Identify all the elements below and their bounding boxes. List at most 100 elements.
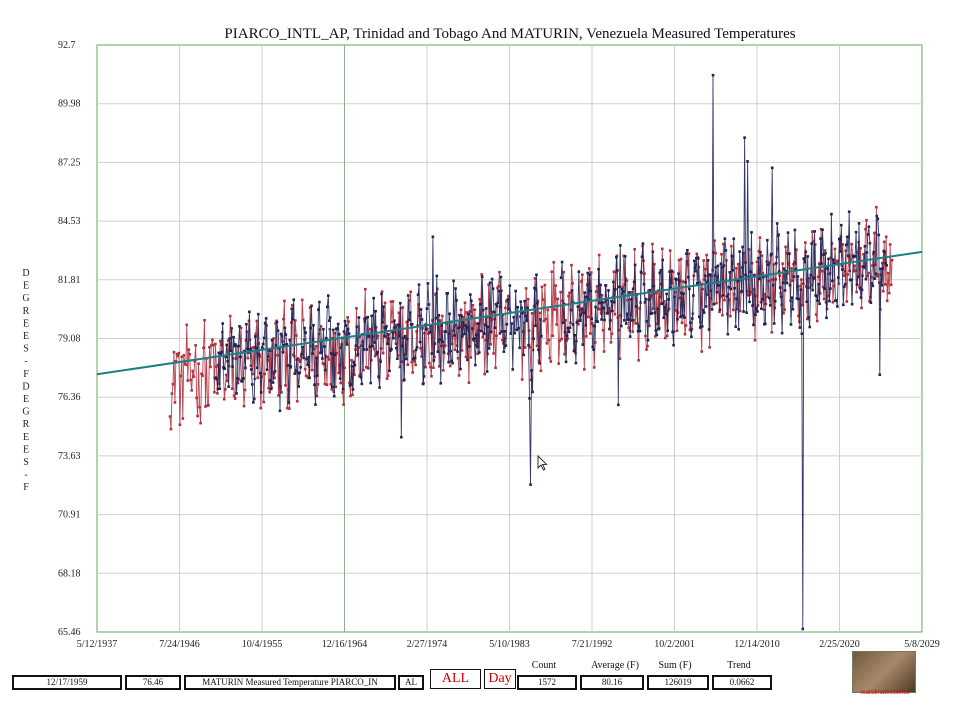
data-point bbox=[855, 290, 858, 294]
data-point bbox=[685, 252, 688, 255]
data-point bbox=[301, 345, 304, 349]
data-point bbox=[378, 358, 382, 361]
data-point bbox=[869, 301, 873, 304]
data-point bbox=[441, 340, 445, 344]
data-point bbox=[441, 369, 445, 372]
data-point bbox=[625, 312, 629, 316]
data-point bbox=[519, 300, 522, 303]
data-point bbox=[860, 288, 864, 292]
data-point bbox=[653, 311, 657, 315]
data-point bbox=[583, 291, 587, 295]
data-point bbox=[535, 344, 539, 348]
data-point bbox=[761, 271, 765, 275]
data-point bbox=[415, 330, 418, 333]
data-point bbox=[639, 270, 643, 274]
site-logo[interactable] bbox=[852, 651, 916, 693]
temperature-field[interactable]: 76.46 bbox=[125, 675, 181, 690]
data-point bbox=[308, 376, 311, 380]
data-point bbox=[347, 332, 351, 335]
data-point bbox=[810, 242, 813, 245]
data-point bbox=[714, 251, 717, 255]
data-point bbox=[683, 332, 687, 336]
data-point bbox=[490, 277, 494, 281]
data-point bbox=[587, 298, 591, 301]
data-point bbox=[800, 278, 803, 281]
data-point bbox=[541, 298, 545, 301]
data-point bbox=[795, 297, 799, 300]
date-field[interactable]: 12/17/1959 bbox=[12, 675, 122, 690]
data-point bbox=[331, 328, 335, 332]
data-point bbox=[283, 299, 286, 303]
data-point bbox=[204, 405, 207, 408]
data-point bbox=[337, 371, 340, 375]
data-point bbox=[810, 230, 814, 233]
data-point bbox=[610, 332, 614, 336]
data-point bbox=[216, 391, 219, 395]
data-point bbox=[637, 324, 641, 328]
data-point bbox=[580, 307, 584, 311]
data-point bbox=[846, 273, 850, 276]
day-button[interactable]: Day bbox=[484, 669, 516, 689]
data-point bbox=[224, 355, 227, 359]
data-point bbox=[215, 377, 219, 381]
y-label-char: E bbox=[23, 394, 29, 405]
data-point bbox=[841, 243, 845, 246]
data-point bbox=[628, 335, 632, 338]
series-layer bbox=[168, 73, 894, 631]
data-point bbox=[212, 343, 215, 347]
trend-field: 0.0662 bbox=[712, 675, 772, 690]
data-point bbox=[855, 283, 859, 286]
data-point bbox=[287, 401, 291, 404]
data-point bbox=[264, 317, 268, 320]
data-point bbox=[679, 257, 683, 261]
series-field[interactable]: MATURIN Measured Temperature PIARCO_IN bbox=[184, 675, 396, 690]
data-point bbox=[578, 319, 582, 323]
data-point bbox=[219, 339, 222, 343]
data-point bbox=[783, 289, 787, 292]
data-point bbox=[372, 347, 376, 351]
data-point bbox=[333, 353, 337, 357]
all-button[interactable]: ALL bbox=[430, 669, 481, 689]
data-point bbox=[528, 397, 531, 400]
sum-field: 126019 bbox=[647, 675, 709, 690]
data-point bbox=[567, 330, 571, 334]
data-point bbox=[799, 288, 803, 291]
data-point bbox=[800, 332, 804, 336]
data-point bbox=[704, 305, 708, 308]
al-field[interactable]: AL bbox=[398, 675, 424, 690]
data-point bbox=[871, 284, 875, 288]
data-point bbox=[729, 314, 732, 318]
data-point bbox=[397, 311, 401, 315]
data-point bbox=[582, 311, 586, 315]
data-point bbox=[178, 423, 182, 427]
data-point bbox=[353, 373, 356, 376]
data-point bbox=[223, 388, 227, 391]
data-point bbox=[533, 286, 536, 290]
data-point bbox=[826, 267, 829, 270]
data-point bbox=[438, 338, 442, 342]
data-point bbox=[211, 338, 214, 342]
footer-controls: Count Average (F) Sum (F) Trend 12/17/19… bbox=[0, 660, 956, 707]
y-label-char: E bbox=[23, 432, 29, 443]
data-point bbox=[689, 321, 692, 324]
y-label-char: - bbox=[24, 470, 27, 481]
data-point bbox=[189, 378, 193, 382]
data-point bbox=[587, 267, 591, 270]
data-point bbox=[505, 299, 508, 303]
data-point bbox=[439, 319, 442, 322]
data-point bbox=[297, 358, 301, 362]
data-point bbox=[262, 400, 266, 404]
data-point bbox=[777, 270, 781, 273]
data-point bbox=[187, 348, 191, 351]
data-point bbox=[226, 339, 230, 342]
data-point bbox=[575, 321, 579, 324]
data-point bbox=[477, 351, 481, 354]
data-point bbox=[782, 267, 786, 271]
data-point bbox=[762, 275, 765, 279]
data-point bbox=[291, 317, 295, 321]
data-point bbox=[530, 369, 533, 372]
data-point bbox=[646, 344, 649, 348]
data-point bbox=[811, 288, 814, 292]
data-point bbox=[251, 383, 254, 386]
data-point bbox=[502, 350, 506, 353]
